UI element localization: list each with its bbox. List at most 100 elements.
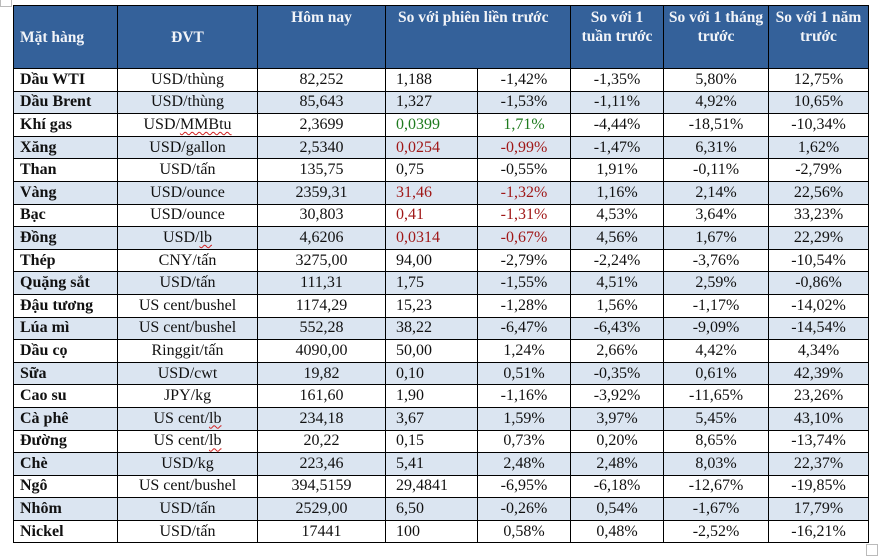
unit-cell: USD/cwt [117, 361, 258, 386]
session-change: 1,327 [385, 90, 478, 115]
commodity-name: Quặng sắt [13, 271, 118, 295]
session-change: 94,00 [385, 248, 478, 273]
month-change: 6,31% [663, 135, 770, 160]
unit-cell: USD/tấn [117, 158, 258, 182]
unit-cell: USD/MMBtu [117, 113, 258, 137]
commodity-name: Than [13, 158, 118, 182]
table-row: Dầu Brent USD/thùng 85,643 1,327 -1,53% -1,11… [13, 90, 870, 115]
month-change: 8,03% [663, 452, 770, 476]
table-row: Bạc USD/ounce 30,803 0,41 -1,31% 4,53% 3,64% 33… [13, 203, 870, 228]
unit-cell: USD/tấn [117, 519, 258, 544]
week-change: -1,47% [570, 135, 665, 160]
commodity-name: Xăng [13, 135, 118, 160]
today-price: 552,28 [257, 316, 386, 341]
table-row: Ngô US cent/bushel 394,5159 29,4841 -6,95% -6… [13, 474, 870, 499]
header-month: So với 1 tháng trước [663, 5, 770, 69]
session-change: 0,10 [385, 361, 478, 386]
header-today: Hôm nay [257, 5, 386, 69]
month-change: -9,09% [663, 316, 770, 341]
year-change: -2,79% [768, 158, 870, 182]
year-change: -13,74% [768, 429, 870, 454]
unit-cell: US cent/lb [117, 406, 258, 431]
commodity-name: Dầu cọ [13, 339, 118, 363]
session-change-pct: 1,24% [476, 339, 572, 363]
today-price: 2,3699 [257, 113, 386, 137]
spellcheck-underline: lb [209, 432, 222, 450]
unit-cell: USD/ounce [117, 180, 258, 205]
table-row: Than USD/tấn 135,75 0,75 -0,55% 1,91% -0,11% -2… [13, 158, 870, 182]
header-week: So với 1 tuần trước [570, 5, 665, 69]
unit-cell: Ringgit/tấn [117, 339, 258, 363]
table-row: Sữa USD/cwt 19,82 0,10 0,51% -0,35% 0,61% 42,39… [13, 361, 870, 386]
session-change: 29,4841 [385, 474, 478, 499]
year-change: 43,10% [768, 406, 870, 431]
session-change-pct: 0,58% [476, 519, 572, 544]
commodity-name: Nickel [13, 519, 118, 544]
unit-cell: US cent/lb [117, 429, 258, 454]
session-change-pct: -1,16% [476, 384, 572, 408]
year-change: 12,75% [768, 68, 870, 92]
unit-cell: US cent/bushel [117, 293, 258, 318]
today-price: 223,46 [257, 452, 386, 476]
header-year: So với 1 năm trước [768, 5, 870, 69]
unit-cell: USD/thùng [117, 90, 258, 115]
commodity-name: Cà phê [13, 406, 118, 431]
year-change: 23,26% [768, 384, 870, 408]
today-price: 135,75 [257, 158, 386, 182]
week-change: 4,53% [570, 203, 665, 228]
table-row: Cao su JPY/kg 161,60 1,90 -1,16% -3,92% -11,65… [13, 384, 870, 408]
year-change: -19,85% [768, 474, 870, 499]
unit-cell: USD/tấn [117, 271, 258, 295]
session-change-pct: -6,95% [476, 474, 572, 499]
table-resize-handle[interactable] [866, 544, 878, 556]
today-price: 20,22 [257, 429, 386, 454]
month-change: 4,92% [663, 90, 770, 115]
table-row: Khí gas USD/MMBtu 2,3699 0,0399 1,71% -4,44% -… [13, 113, 870, 137]
year-change: -10,54% [768, 248, 870, 273]
month-change: -12,67% [663, 474, 770, 499]
week-change: -4,44% [570, 113, 665, 137]
session-change-pct: 0,73% [476, 429, 572, 454]
commodity-name: Lúa mì [13, 316, 118, 341]
commodity-price-table: Mặt hàng ĐVT Hôm nay So với phiên liền t… [13, 5, 870, 544]
table-row: Vàng USD/ounce 2359,31 31,46 -1,32% 1,16% 2,14… [13, 180, 870, 205]
week-change: 1,91% [570, 158, 665, 182]
today-price: 2529,00 [257, 497, 386, 521]
year-change: 22,56% [768, 180, 870, 205]
commodity-name: Đậu tương [13, 293, 118, 318]
table-row: Lúa mì US cent/bushel 552,28 38,22 -6,47% -6,… [13, 316, 870, 341]
year-change: -0,86% [768, 271, 870, 295]
table-row: Quặng sắt USD/tấn 111,31 1,75 -1,55% 4,51% 2,5… [13, 271, 870, 295]
commodity-name: Đồng [13, 226, 118, 250]
session-change: 50,00 [385, 339, 478, 363]
session-change-pct: -1,32% [476, 180, 572, 205]
session-change: 0,0254 [385, 135, 478, 160]
header-unit: ĐVT [117, 5, 258, 69]
today-price: 4090,00 [257, 339, 386, 363]
today-price: 4,6206 [257, 226, 386, 250]
year-change: 1,62% [768, 135, 870, 160]
table-move-handle[interactable] [0, 0, 12, 7]
table-row: Nhôm USD/tấn 2529,00 6,50 -0,26% 0,54% -1,67% 1… [13, 497, 870, 521]
year-change: -14,02% [768, 293, 870, 318]
session-change: 1,90 [385, 384, 478, 408]
spellcheck-underline: lb [209, 409, 222, 427]
today-price: 1174,29 [257, 293, 386, 318]
session-change-pct: -6,47% [476, 316, 572, 341]
year-change: -14,54% [768, 316, 870, 341]
table-row: Chè USD/kg 223,46 5,41 2,48% 2,48% 8,03% 22,37% [13, 452, 870, 476]
year-change: 22,29% [768, 226, 870, 250]
table-row: Thép CNY/tấn 3275,00 94,00 -2,79% -2,24% -3,76… [13, 248, 870, 273]
month-change: 3,64% [663, 203, 770, 228]
table-row: Dầu cọ Ringgit/tấn 4090,00 50,00 1,24% 2,66% 4… [13, 339, 870, 363]
session-change: 1,188 [385, 68, 478, 92]
week-change: -6,18% [570, 474, 665, 499]
commodity-name: Nhôm [13, 497, 118, 521]
week-change: -6,43% [570, 316, 665, 341]
week-change: 3,97% [570, 406, 665, 431]
month-change: -0,11% [663, 158, 770, 182]
header-prev-session: So với phiên liền trước [384, 5, 572, 69]
commodity-name: Đường [13, 429, 118, 454]
session-change-pct: -1,28% [476, 293, 572, 318]
year-change: 22,37% [768, 452, 870, 476]
